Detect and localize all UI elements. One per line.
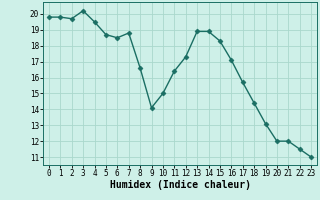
X-axis label: Humidex (Indice chaleur): Humidex (Indice chaleur) [109, 180, 251, 190]
